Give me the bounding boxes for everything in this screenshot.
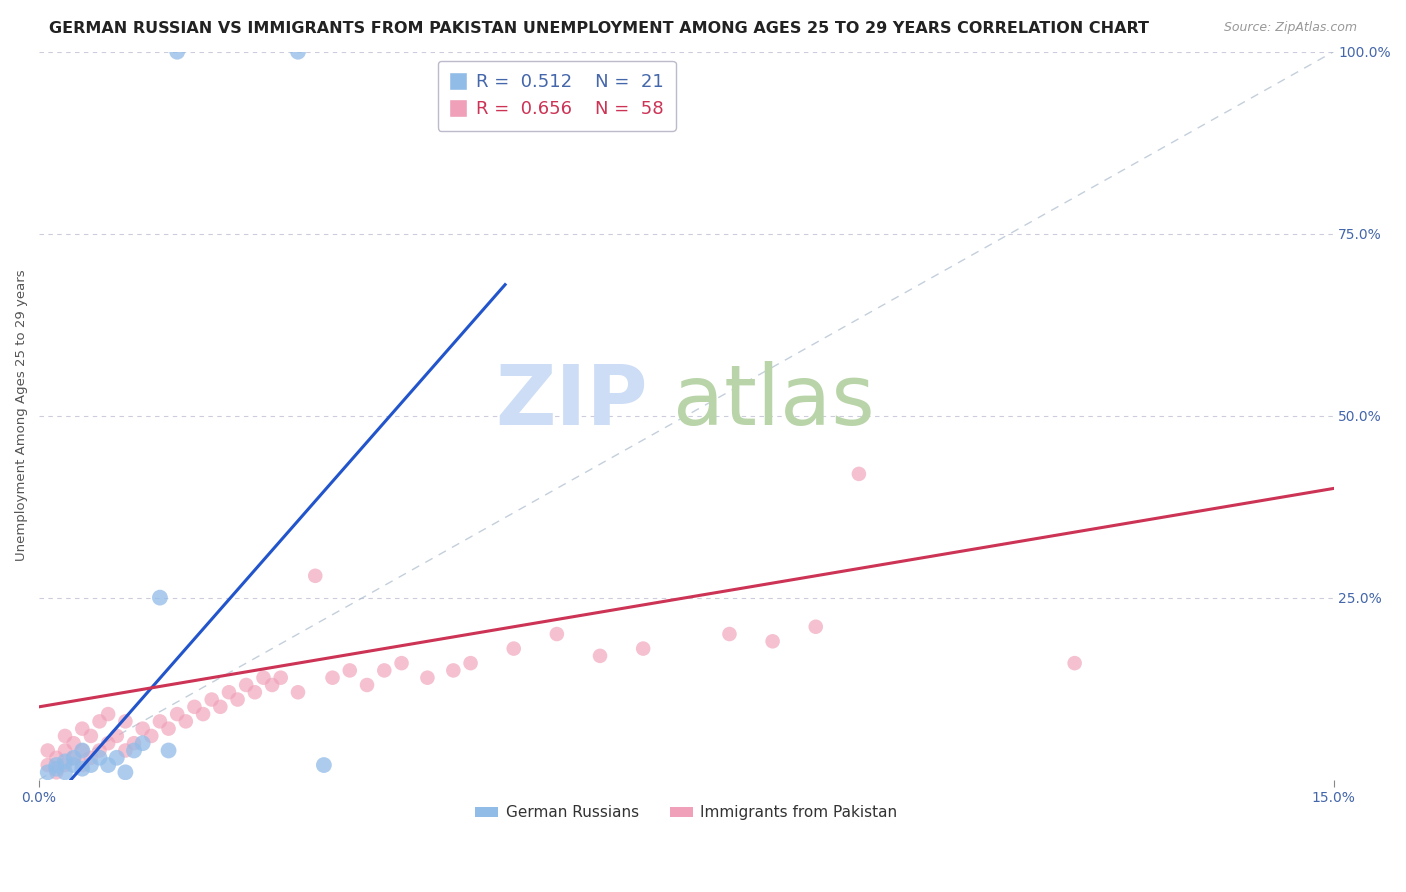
Point bbox=[235, 678, 257, 692]
Point bbox=[80, 758, 103, 772]
Point bbox=[546, 627, 568, 641]
Point bbox=[89, 743, 111, 757]
Point bbox=[97, 758, 120, 772]
Point bbox=[339, 664, 361, 678]
Point bbox=[441, 664, 464, 678]
Point bbox=[122, 743, 145, 757]
Point bbox=[589, 648, 612, 663]
Point bbox=[37, 765, 59, 780]
Point bbox=[37, 758, 59, 772]
Text: atlas: atlas bbox=[673, 360, 875, 442]
Point bbox=[114, 714, 136, 729]
Point bbox=[45, 765, 67, 780]
Point bbox=[157, 722, 180, 736]
Point bbox=[174, 714, 197, 729]
Point bbox=[166, 707, 188, 722]
Point bbox=[762, 634, 785, 648]
Point bbox=[62, 751, 84, 765]
Point bbox=[131, 722, 153, 736]
Text: ZIP: ZIP bbox=[495, 360, 648, 442]
Y-axis label: Unemployment Among Ages 25 to 29 years: Unemployment Among Ages 25 to 29 years bbox=[15, 270, 28, 561]
Point bbox=[72, 762, 94, 776]
Point bbox=[72, 722, 94, 736]
Point bbox=[191, 707, 214, 722]
Point bbox=[80, 729, 103, 743]
Point bbox=[105, 751, 128, 765]
Point bbox=[166, 45, 188, 59]
Point bbox=[287, 685, 309, 699]
Point bbox=[72, 758, 94, 772]
Text: GERMAN RUSSIAN VS IMMIGRANTS FROM PAKISTAN UNEMPLOYMENT AMONG AGES 25 TO 29 YEAR: GERMAN RUSSIAN VS IMMIGRANTS FROM PAKIST… bbox=[49, 21, 1149, 36]
Point bbox=[226, 692, 249, 706]
Point bbox=[62, 758, 84, 772]
Point bbox=[114, 743, 136, 757]
Point bbox=[262, 678, 284, 692]
Point bbox=[804, 620, 827, 634]
Point bbox=[270, 671, 292, 685]
Point bbox=[141, 729, 163, 743]
Point bbox=[89, 751, 111, 765]
Point bbox=[45, 751, 67, 765]
Point bbox=[157, 743, 180, 757]
Point bbox=[502, 641, 524, 656]
Point bbox=[53, 743, 76, 757]
Point bbox=[45, 758, 67, 772]
Point bbox=[321, 671, 343, 685]
Point bbox=[416, 671, 439, 685]
Point bbox=[53, 729, 76, 743]
Legend: German Russians, Immigrants from Pakistan: German Russians, Immigrants from Pakista… bbox=[470, 799, 904, 827]
Point bbox=[72, 743, 94, 757]
Point bbox=[252, 671, 274, 685]
Point bbox=[131, 736, 153, 750]
Point bbox=[149, 591, 172, 605]
Point bbox=[356, 678, 378, 692]
Point bbox=[62, 751, 84, 765]
Point bbox=[243, 685, 266, 699]
Point bbox=[53, 758, 76, 772]
Point bbox=[89, 714, 111, 729]
Point bbox=[218, 685, 240, 699]
Point bbox=[201, 692, 224, 706]
Point bbox=[1063, 656, 1085, 670]
Point bbox=[97, 736, 120, 750]
Point bbox=[373, 664, 395, 678]
Point bbox=[80, 751, 103, 765]
Point bbox=[122, 736, 145, 750]
Point bbox=[848, 467, 870, 481]
Point bbox=[37, 743, 59, 757]
Point bbox=[209, 699, 232, 714]
Point bbox=[460, 656, 482, 670]
Point bbox=[72, 743, 94, 757]
Point bbox=[304, 569, 326, 583]
Text: Source: ZipAtlas.com: Source: ZipAtlas.com bbox=[1223, 21, 1357, 34]
Point bbox=[287, 45, 309, 59]
Point bbox=[62, 736, 84, 750]
Point bbox=[718, 627, 741, 641]
Point bbox=[149, 714, 172, 729]
Point bbox=[45, 762, 67, 776]
Point bbox=[114, 765, 136, 780]
Point bbox=[391, 656, 413, 670]
Point bbox=[631, 641, 654, 656]
Point bbox=[53, 755, 76, 769]
Point bbox=[183, 699, 205, 714]
Point bbox=[97, 707, 120, 722]
Point bbox=[312, 758, 335, 772]
Point bbox=[53, 765, 76, 780]
Point bbox=[105, 729, 128, 743]
